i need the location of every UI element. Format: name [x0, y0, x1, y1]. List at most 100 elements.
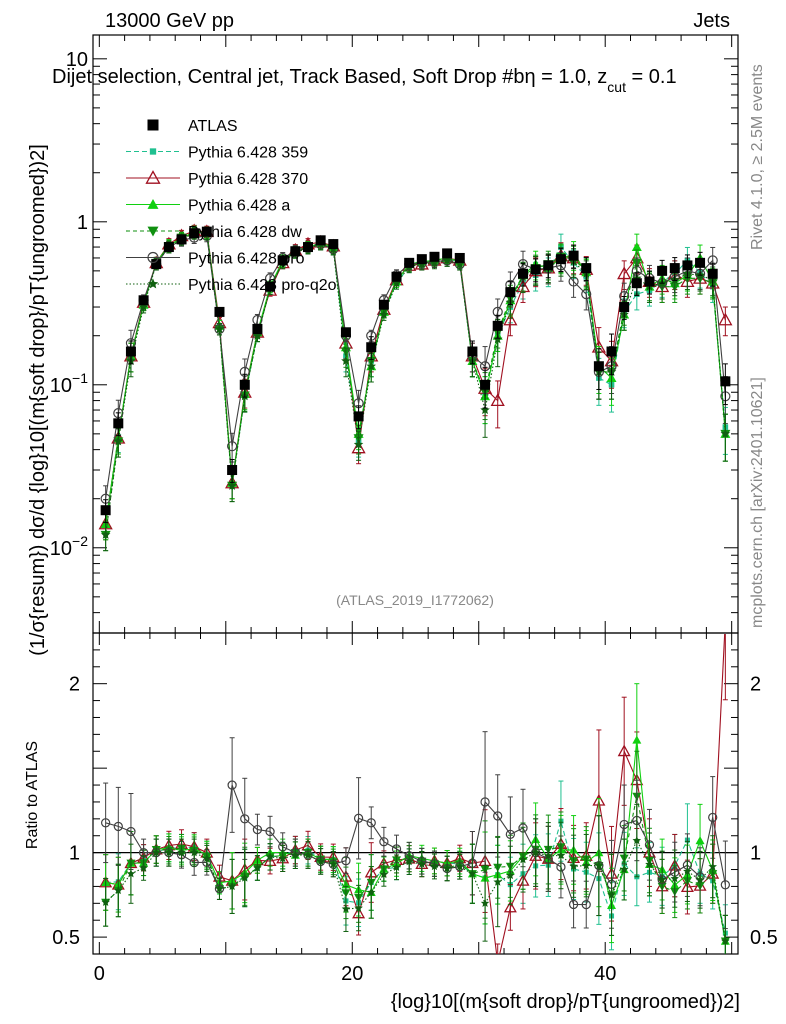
- ratio-point-pproq2o: [417, 859, 427, 868]
- series-line-p370: [105, 230, 726, 525]
- ratio-point-ppro: [100, 818, 111, 828]
- legend-label-atlas: ATLAS: [188, 118, 238, 135]
- data-point-atlas: [442, 248, 453, 259]
- data-point-atlas: [328, 239, 339, 250]
- data-point-pproq2o: [214, 324, 225, 333]
- x-tick-label: 0: [94, 963, 105, 985]
- series-line-pproq2o: [105, 232, 726, 535]
- data-point-pproq2o: [493, 334, 503, 344]
- ratio-point-pproq2o: [379, 869, 389, 879]
- data-point-atlas: [290, 246, 301, 257]
- ratio-plot-frame: [92, 632, 739, 955]
- ratio-point-pproq2o: [582, 861, 591, 870]
- plot-title-main: Dijet selection, Central jet, Track Base…: [52, 66, 524, 88]
- ratio-point-pproq2o: [683, 866, 692, 875]
- data-point-atlas: [695, 257, 706, 268]
- ratio-point-ppro: [720, 880, 731, 890]
- ratio-point-pproq2o: [695, 875, 705, 884]
- ratio-series-pa: [101, 683, 730, 954]
- ratio-point-pproq2o: [493, 877, 502, 886]
- legend: ATLAS Pythia 6.428 359 Pythia 6.428 370 Pyt…: [126, 118, 337, 294]
- ratio-point-pproq2o: [152, 848, 161, 857]
- ratio-y-tick-label-left: 1: [69, 843, 80, 865]
- ratio-point-pproq2o: [392, 862, 401, 871]
- data-point-pproq2o: [252, 330, 263, 340]
- data-point-atlas: [619, 302, 630, 313]
- data-point-atlas: [163, 242, 174, 253]
- series-line-p359: [105, 230, 726, 525]
- legend-entry-pdw: Pythia 6.428 dw: [126, 224, 302, 241]
- data-point-atlas: [518, 268, 528, 279]
- data-point-atlas: [138, 295, 149, 306]
- ratio-point-pproq2o: [278, 854, 287, 863]
- ratio-point-ppro: [353, 813, 364, 823]
- main-y-label: (1/σ{resum}) dσ/d {log}10[(m{soft drop}/…: [27, 144, 49, 656]
- x-axis-label: {log}10[(m{soft drop}/pT{ungroomed})2]: [391, 991, 740, 1013]
- mcplots-label: mcplots.cern.ch [arXiv:2401.10621]: [749, 377, 766, 628]
- ratio-point-pproq2o: [139, 863, 148, 872]
- data-point-atlas: [391, 271, 402, 282]
- data-point-p370: [503, 312, 518, 326]
- ratio-point-pproq2o: [367, 887, 376, 896]
- ratio-point-pproq2o: [544, 851, 553, 860]
- legend-label-pproq2o: Pythia 6.428 pro-q2o: [188, 277, 337, 294]
- data-point-pproq2o: [429, 257, 440, 267]
- data-point-atlas: [125, 346, 136, 357]
- plot-title-cut-sub: cut: [607, 79, 626, 95]
- data-point-pproq2o: [442, 255, 452, 265]
- x-tick-label: 40: [594, 963, 616, 985]
- data-point-atlas: [644, 276, 655, 287]
- ratio-point-pproq2o: [506, 871, 515, 880]
- data-point-pproq2o: [480, 405, 490, 415]
- data-point-atlas: [252, 323, 263, 334]
- main-y-tick-label: 10−2: [50, 533, 88, 560]
- legend-label-pdw: Pythia 6.428 dw: [188, 224, 302, 241]
- ratio-point-pproq2o: [341, 904, 351, 913]
- data-point-atlas: [454, 252, 465, 263]
- ratio-point-ppro: [379, 837, 389, 847]
- data-point-pproq2o: [366, 361, 376, 371]
- ratio-point-pproq2o: [316, 856, 325, 865]
- ratio-point-p370: [720, 614, 731, 624]
- legend-label-pa: Pythia 6.428 a: [188, 198, 290, 215]
- legend-label-ppro: Pythia 6.428 pro: [188, 251, 305, 268]
- ratio-point-ppro: [619, 819, 629, 830]
- data-point-atlas: [568, 250, 579, 261]
- data-point-pproq2o: [379, 309, 389, 319]
- ratio-point-p370: [492, 957, 503, 967]
- data-point-atlas: [151, 259, 162, 270]
- legend-marker-ppro: [147, 251, 159, 264]
- series-line-pa: [105, 231, 726, 525]
- data-point-atlas: [707, 268, 718, 279]
- main-y-tick-label: 10: [66, 49, 88, 71]
- ratio-point-pproq2o: [404, 857, 414, 866]
- data-point-atlas: [555, 254, 566, 265]
- data-point-p370: [617, 266, 632, 280]
- data-point-pproq2o: [353, 439, 364, 449]
- mcplots-label-text: mcplots.cern.ch [arXiv:2401.10621]: [749, 377, 766, 628]
- legend-label-p359: Pythia 6.428 359: [188, 145, 308, 162]
- rivet-label-text: Rivet 4.1.0, ≥ 2.5M events: [749, 64, 766, 250]
- ratio-point-ppro: [366, 818, 376, 828]
- ratio-line-p359: [105, 819, 726, 934]
- legend-marker-pa: [147, 199, 159, 209]
- ratio-point-pproq2o: [177, 848, 186, 857]
- ratio-point-pproq2o: [430, 862, 439, 871]
- data-point-atlas: [340, 327, 351, 338]
- main-y-tick-label: 1: [77, 212, 88, 234]
- ratio-point-ppro: [252, 824, 263, 835]
- data-point-atlas: [480, 379, 491, 390]
- ratio-point-pproq2o: [531, 848, 540, 857]
- ratio-point-ppro: [113, 821, 123, 832]
- data-point-pproq2o: [455, 259, 465, 269]
- ratio-point-pproq2o: [114, 886, 123, 895]
- header-left: 13000 GeV pp: [105, 10, 234, 32]
- plot-title: Dijet selection, Central jet, Track Base…: [52, 66, 677, 95]
- ratio-point-pa: [695, 836, 705, 845]
- data-point-atlas: [201, 226, 212, 237]
- legend-marker-pdw: [147, 226, 159, 237]
- data-point-atlas: [593, 361, 604, 372]
- ratio-point-ppro: [708, 812, 718, 823]
- analysis-id: (ATLAS_2019_I1772062): [336, 592, 494, 608]
- data-point-atlas: [315, 235, 326, 246]
